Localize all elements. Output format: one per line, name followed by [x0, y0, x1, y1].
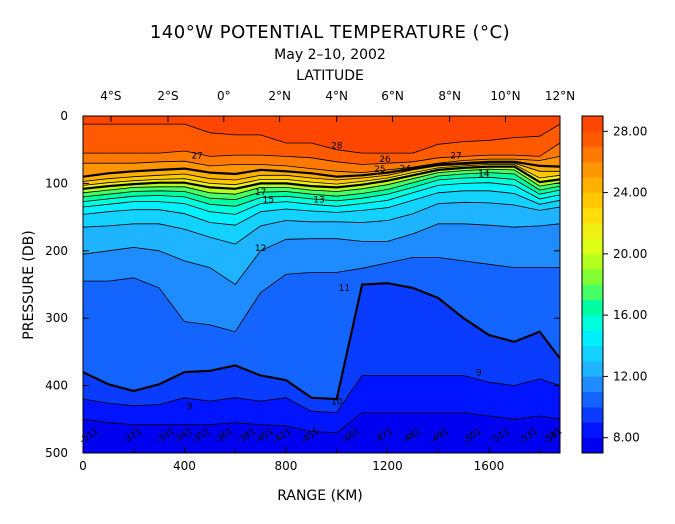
- contour-label-12: 10: [331, 397, 343, 407]
- chart-titles: 140°W POTENTIAL TEMPERATURE (°C) May 2–1…: [150, 22, 510, 84]
- x-tick-label: 1600: [474, 459, 505, 473]
- y-tick-label: 500: [45, 446, 68, 460]
- isotherm-28: [83, 123, 560, 154]
- colorbar-swatch: [582, 299, 603, 316]
- colorbar-frame: [581, 115, 604, 454]
- x-tick-label: 1200: [372, 459, 403, 473]
- y-tick-label: 200: [45, 244, 68, 258]
- contour-label-10: 12: [255, 244, 266, 254]
- x-tick-label: 800: [275, 459, 298, 473]
- lat-tick-label: 2°S: [157, 89, 178, 103]
- isotherm-15: [83, 182, 560, 215]
- colorbar-tick-label: 16.00: [613, 308, 647, 322]
- plot-frame: [82, 115, 561, 454]
- isotherm-16: [83, 176, 560, 207]
- isotherm-18: [83, 168, 560, 195]
- x-tick-label: 0: [79, 459, 87, 473]
- colorbar: 8.00 12.00 16.00 20.00 24.00 28.00: [581, 115, 647, 454]
- colorbar-swatch: [582, 161, 603, 178]
- colorbar-swatch: [582, 422, 603, 438]
- contour-label-6: 14: [478, 170, 490, 180]
- contour-label-9: 13: [313, 195, 324, 205]
- colorbar-swatch: [582, 131, 603, 147]
- axis-layer: 0 400 800 1200 1600 0 100 200 300 400 500 4°S 2°S 0° 2…: [45, 89, 575, 473]
- isotherm-13: [83, 201, 560, 245]
- colorbar-swatch: [582, 116, 603, 132]
- lat-tick-label: 8°N: [438, 89, 461, 103]
- lat-tick-label: 0°: [217, 89, 231, 103]
- isotherm-12: [83, 223, 560, 286]
- colorbar-swatch: [582, 192, 603, 209]
- x-axis-title: RANGE (KM): [277, 488, 363, 504]
- y-tick-label: 0: [60, 109, 68, 123]
- contour-label-13: 9: [476, 368, 482, 378]
- colorbar-tick-label: 12.00: [613, 369, 647, 383]
- isotherm-14: [83, 190, 560, 226]
- colorbar-swatch: [582, 437, 603, 454]
- colorbar-swatch: [582, 330, 603, 347]
- x-tick-label: 400: [173, 459, 196, 473]
- lat-tick-label: 4°S: [100, 89, 121, 103]
- isotherm-layer: [83, 123, 560, 434]
- y-tick-label: 300: [45, 311, 68, 325]
- colorbar-swatch: [582, 269, 603, 285]
- colorbar-tick-label: 24.00: [613, 186, 647, 200]
- lat-tick-label: 12°N: [545, 89, 575, 103]
- isotherm-27: [83, 142, 560, 165]
- colorbar-swatch: [582, 345, 603, 362]
- contour-label-7: 17: [255, 188, 266, 198]
- isotherm-9: [83, 375, 560, 414]
- isotherm-17: [83, 172, 560, 201]
- isotherm-20: [83, 165, 560, 190]
- y-tick-label: 100: [45, 176, 68, 190]
- colorbar-swatch: [582, 284, 603, 301]
- lat-tick-label: 6°N: [381, 89, 404, 103]
- contour-label-1: 27: [191, 151, 202, 161]
- contour-label-2: 27: [450, 151, 461, 161]
- colorbar-swatch: [582, 253, 603, 270]
- colorbar-swatch: [582, 177, 603, 193]
- colorbar-swatch: [582, 391, 603, 408]
- isotherm-22: [83, 164, 560, 186]
- contour-label-8: 15: [262, 195, 273, 205]
- contour-label-5: 24: [400, 164, 412, 174]
- lat-tick-label: 10°N: [490, 89, 520, 103]
- top-axis-title: LATITUDE: [296, 68, 364, 84]
- lat-tick-label: 2°N: [268, 89, 291, 103]
- contour-label-4: 25: [374, 165, 385, 175]
- contour-label-3: 26: [379, 155, 391, 165]
- contour-label-14: 9: [187, 402, 193, 412]
- colorbar-swatch: [582, 361, 603, 377]
- colorbar-tick-label: 20.00: [613, 247, 647, 261]
- colorbar-swatch: [582, 238, 603, 255]
- colorbar-tick-label: 28.00: [613, 124, 647, 138]
- colorbar-swatch: [582, 223, 603, 239]
- colorbar-swatch: [582, 146, 603, 163]
- chart-subtitle: May 2–10, 2002: [274, 47, 386, 63]
- isotherm-26: [83, 156, 560, 174]
- isotherm-10: [83, 282, 560, 401]
- isotherm-25: [83, 160, 560, 178]
- colorbar-swatch: [582, 376, 603, 393]
- y-axis-title: PRESSURE (DB): [21, 230, 37, 339]
- colorbar-swatch: [582, 407, 603, 423]
- colorbar-swatch: [582, 315, 603, 331]
- lat-tick-label: 4°N: [325, 89, 348, 103]
- contour-label-11: 11: [339, 284, 350, 294]
- colorbar-tick-label: 8.00: [613, 431, 640, 445]
- contour-label-0: 28: [331, 141, 343, 151]
- chart-title: 140°W POTENTIAL TEMPERATURE (°C): [150, 22, 510, 43]
- isotherm-11: [83, 257, 560, 333]
- isotherm-8: [83, 412, 560, 434]
- y-tick-label: 400: [45, 379, 68, 393]
- isotherm-24: [83, 162, 560, 182]
- colorbar-swatch: [582, 207, 603, 224]
